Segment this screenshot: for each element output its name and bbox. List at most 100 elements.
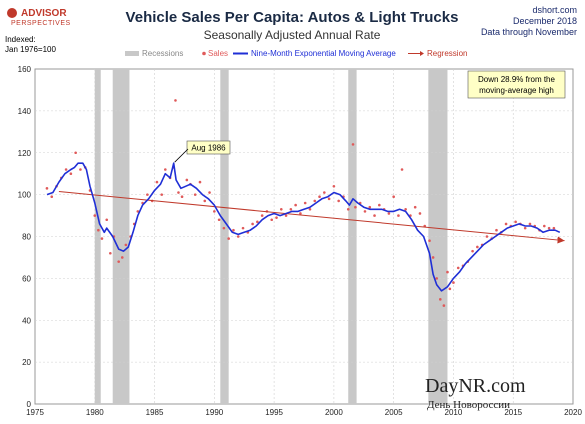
chart-title: Vehicle Sales Per Capita: Autos & Light … <box>126 9 459 26</box>
sales-point <box>404 207 407 211</box>
moving-average-series <box>46 162 561 292</box>
sales-point <box>400 168 404 171</box>
sales-point <box>431 256 435 259</box>
sales-point <box>120 256 124 259</box>
sales-point <box>93 214 97 217</box>
aug-1986-label: Aug 1986 <box>191 144 226 153</box>
sales-point <box>160 193 164 196</box>
sales-point <box>45 187 49 190</box>
sales-point <box>69 172 73 175</box>
sales-point <box>279 207 283 211</box>
regression-series <box>58 190 565 244</box>
grid-lines <box>35 69 573 404</box>
regression-line <box>58 190 565 242</box>
sales-point <box>418 212 422 215</box>
legend-recessions-label: Recessions <box>142 49 183 58</box>
sales-point <box>232 228 235 232</box>
date-label: December 2018 <box>513 16 577 26</box>
y-tick-label: 120 <box>18 149 32 158</box>
sales-point <box>109 251 112 255</box>
y-tick-label: 60 <box>22 274 31 283</box>
chart-subtitle: Seasonally Adjusted Annual Rate <box>204 28 381 42</box>
sales-point <box>363 210 367 213</box>
recession-band <box>94 69 101 404</box>
sales-point <box>208 191 211 194</box>
sales-point <box>117 260 120 263</box>
sales-point <box>185 178 189 182</box>
legend-recession-swatch <box>125 51 139 56</box>
x-tick-label: 2020 <box>564 408 582 417</box>
sales-point <box>164 168 167 171</box>
y-tick-label: 140 <box>18 107 32 116</box>
x-tick-label: 1975 <box>26 408 44 417</box>
sales-point <box>387 212 391 215</box>
down-percent-line1: Down 28.9% from the <box>478 75 555 84</box>
sales-point <box>438 298 442 301</box>
sales-point <box>100 237 104 240</box>
legend-ma-label: Nine-Month Exponential Moving Average <box>251 49 396 58</box>
sales-point <box>428 239 431 242</box>
sales-point <box>260 214 264 217</box>
sales-point <box>289 207 293 211</box>
sales-point <box>198 180 202 184</box>
sales-point <box>222 226 226 230</box>
sales-point <box>146 193 149 196</box>
sales-point <box>528 222 532 226</box>
sales-point <box>446 270 449 274</box>
legend-sales-swatch <box>202 51 206 56</box>
y-tick-label: 100 <box>18 191 32 200</box>
sales-point <box>64 168 68 171</box>
source-label: dshort.com <box>532 5 577 15</box>
x-tick-label: 1990 <box>205 408 223 417</box>
y-axis-ticks: 0 20 40 60 80 100 120 140 160 <box>18 65 32 409</box>
sales-point <box>504 222 508 226</box>
sales-point <box>552 226 556 230</box>
sales-point <box>105 218 109 222</box>
down-percent-annotation: Down 28.9% from the moving-average high <box>467 70 566 99</box>
y-tick-label: 80 <box>22 233 31 242</box>
sales-point <box>378 203 381 207</box>
sales-point <box>435 277 439 280</box>
sales-point <box>337 199 340 203</box>
sales-point <box>485 235 489 238</box>
down-percent-box <box>467 70 566 99</box>
sales-point <box>227 237 230 240</box>
sales-point <box>79 168 82 171</box>
x-tick-label: 2005 <box>385 408 403 417</box>
sales-point <box>368 205 372 209</box>
sales-point <box>318 195 321 199</box>
logo-sub-text: PERSPECTIVES <box>11 20 71 27</box>
sales-point <box>313 199 317 203</box>
moving-average-line <box>46 162 561 292</box>
x-tick-label: 1995 <box>265 408 283 417</box>
sales-point <box>275 216 278 219</box>
y-tick-label: 20 <box>22 358 31 367</box>
sales-point <box>177 191 180 194</box>
sales-point <box>413 205 417 209</box>
legend: Recessions Sales Nine-Month Exponential … <box>125 49 467 58</box>
sales-point <box>392 195 395 199</box>
down-percent-line2: moving-average high <box>479 86 554 95</box>
sales-point <box>193 193 197 196</box>
sales-point <box>174 99 177 102</box>
sales-point <box>456 266 460 270</box>
sales-point <box>284 214 288 217</box>
sales-point <box>299 212 302 215</box>
advisor-perspectives-logo: ADVISOR PERSPECTIVES <box>7 8 71 27</box>
legend-regression-arrow <box>420 51 424 56</box>
aug-1986-arrow <box>174 148 189 163</box>
sales-point <box>303 201 307 205</box>
sales-point <box>180 195 184 199</box>
x-tick-label: 1985 <box>146 408 164 417</box>
indexed-label: Indexed: <box>5 35 36 44</box>
data-through-label: Data through November <box>481 27 577 37</box>
sales-point <box>523 226 527 230</box>
sales-point <box>74 151 77 155</box>
sales-point <box>97 228 100 232</box>
x-tick-label: 1980 <box>86 408 104 417</box>
sales-point <box>547 226 551 230</box>
sales-point <box>124 243 128 247</box>
legend-sales-label: Sales <box>208 49 228 58</box>
sales-point <box>471 249 474 253</box>
